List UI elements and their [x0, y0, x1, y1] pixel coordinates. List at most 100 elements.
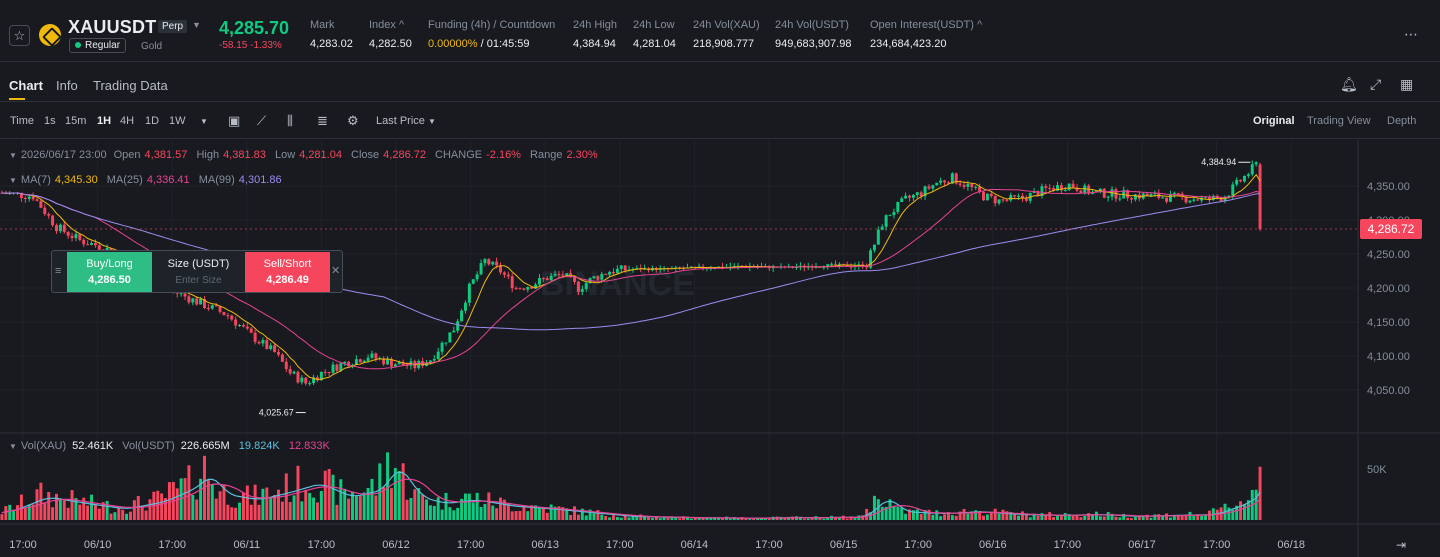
- volume-bar: [241, 492, 245, 520]
- favorite-star-icon[interactable]: ☆: [9, 25, 30, 46]
- low-value: 4,281.04: [299, 149, 342, 161]
- more-options-icon[interactable]: ⋯: [1404, 26, 1419, 42]
- volume-bar: [62, 500, 66, 520]
- chart-type-icon[interactable]: ⫼: [287, 113, 293, 128]
- candle-body: [892, 211, 896, 216]
- tab-chart[interactable]: Chart: [9, 78, 43, 93]
- volume-bar: [861, 515, 865, 520]
- volume-bar: [417, 488, 421, 520]
- candle-body: [935, 182, 939, 186]
- regular-tag: Regular: [69, 38, 127, 53]
- volume-bar: [978, 511, 982, 520]
- vol-usdt-label: Vol(USDT): [122, 440, 175, 452]
- tab-trading-data[interactable]: Trading Data: [93, 78, 168, 93]
- candle-body: [849, 266, 853, 268]
- candle-body: [35, 199, 39, 201]
- size-input[interactable]: Size (USDT) Enter Size: [152, 252, 245, 292]
- volume-bar: [132, 500, 136, 520]
- interval-1w[interactable]: 1W: [169, 115, 186, 127]
- volume-bar: [818, 517, 822, 520]
- volume-bar: [1052, 517, 1056, 520]
- drag-handle-icon[interactable]: ≡: [55, 265, 62, 277]
- view-original[interactable]: Original: [1253, 115, 1295, 127]
- candle-body: [915, 192, 919, 195]
- candle-body: [1001, 199, 1005, 201]
- symbol-dropdown-icon[interactable]: ▼: [192, 20, 201, 30]
- volume-bar: [1001, 509, 1005, 520]
- candle-body: [978, 186, 982, 192]
- interval-4h[interactable]: 4H: [120, 115, 135, 127]
- stat-label[interactable]: Index ^: [369, 19, 405, 31]
- volume-bar: [405, 499, 409, 520]
- axis-labels: 4,350.004,300.004,250.004,200.004,150.00…: [9, 181, 1410, 552]
- stat-label[interactable]: Open Interest(USDT) ^: [870, 19, 983, 31]
- candle-body: [1211, 195, 1215, 201]
- volume-bar: [1020, 511, 1024, 520]
- volume-bar: [931, 514, 935, 520]
- candle-body: [1223, 197, 1227, 201]
- candle-body: [397, 361, 401, 365]
- volume-bar: [1165, 513, 1169, 520]
- interval-time[interactable]: Time: [10, 115, 35, 127]
- candle-body: [1009, 195, 1013, 201]
- calendar-icon[interactable]: ▣: [228, 113, 241, 128]
- sell-short-button[interactable]: Sell/Short 4,286.49: [245, 252, 330, 292]
- candle-body: [869, 250, 873, 268]
- volume-bar: [615, 517, 619, 520]
- expand-icon[interactable]: ⤢: [1370, 76, 1382, 92]
- candlestick-chart[interactable]: BINANCE 4,350.004,300.004,250.004,200.00…: [0, 140, 1440, 557]
- volume-bar: [463, 493, 467, 520]
- candle-body: [997, 199, 1001, 204]
- bell-icon[interactable]: 🔔︎: [1340, 76, 1358, 92]
- interval-1h[interactable]: 1H: [97, 115, 112, 127]
- candle-body: [635, 268, 639, 270]
- volume-bar: [1227, 507, 1231, 520]
- tab-info[interactable]: Info: [56, 78, 78, 93]
- view-trading-view[interactable]: Trading View: [1307, 115, 1371, 127]
- candle-body: [405, 365, 409, 367]
- close-icon[interactable]: ✕: [331, 265, 341, 277]
- volume-bar: [693, 518, 697, 520]
- candle-body: [623, 265, 627, 271]
- volume-bar: [713, 518, 717, 520]
- candle-body: [1172, 192, 1176, 194]
- time-tick-label: 06/13: [531, 539, 559, 551]
- candle-body: [822, 266, 826, 268]
- price-tick-label: 4,150.00: [1367, 317, 1410, 329]
- volume-bar: [409, 498, 413, 520]
- indicator-icon[interactable]: ⟋: [257, 113, 267, 128]
- candle-body: [347, 361, 351, 367]
- quick-order-widget: ≡ Buy/Long 4,286.50 Size (USDT) Enter Si…: [51, 250, 343, 293]
- price-source-select[interactable]: Last Price ▼: [376, 115, 436, 127]
- volume-bar: [273, 495, 277, 520]
- volume-bar: [1200, 515, 1204, 520]
- settings-sliders-icon[interactable]: ≣: [317, 113, 328, 128]
- time-tick-label: 17:00: [1054, 539, 1082, 551]
- collapse-icon[interactable]: ▼: [9, 442, 17, 451]
- candle-body: [351, 364, 354, 367]
- interval-15m[interactable]: 15m: [65, 115, 87, 127]
- collapse-icon[interactable]: ▼: [9, 176, 17, 185]
- interval-1d[interactable]: 1D: [145, 115, 160, 127]
- buy-long-button[interactable]: Buy/Long 4,286.50: [67, 252, 152, 292]
- volume-bar: [760, 517, 763, 520]
- interval-1s[interactable]: 1s: [44, 115, 56, 127]
- volume-bar: [1059, 515, 1063, 520]
- candle-body: [584, 283, 588, 290]
- volume-bar: [1157, 514, 1161, 520]
- candle-body: [245, 326, 249, 329]
- volume-bar: [584, 515, 588, 520]
- volume-bar: [284, 473, 288, 520]
- candle-body: [1168, 193, 1172, 202]
- volume-bar: [522, 506, 526, 520]
- interval-dropdown-icon[interactable]: ▼: [200, 117, 208, 126]
- volume-bar: [806, 518, 810, 520]
- view-depth[interactable]: Depth: [1387, 115, 1417, 127]
- layout-grid-icon[interactable]: ▦: [1400, 76, 1414, 92]
- collapse-icon[interactable]: ▼: [9, 151, 17, 160]
- symbol-name[interactable]: XAUUSDT: [68, 17, 157, 37]
- volume-bar: [16, 505, 20, 520]
- candle-body: [1102, 188, 1106, 198]
- gear-icon[interactable]: ⚙: [347, 113, 359, 128]
- price-tick-label: 4,350.00: [1367, 181, 1410, 193]
